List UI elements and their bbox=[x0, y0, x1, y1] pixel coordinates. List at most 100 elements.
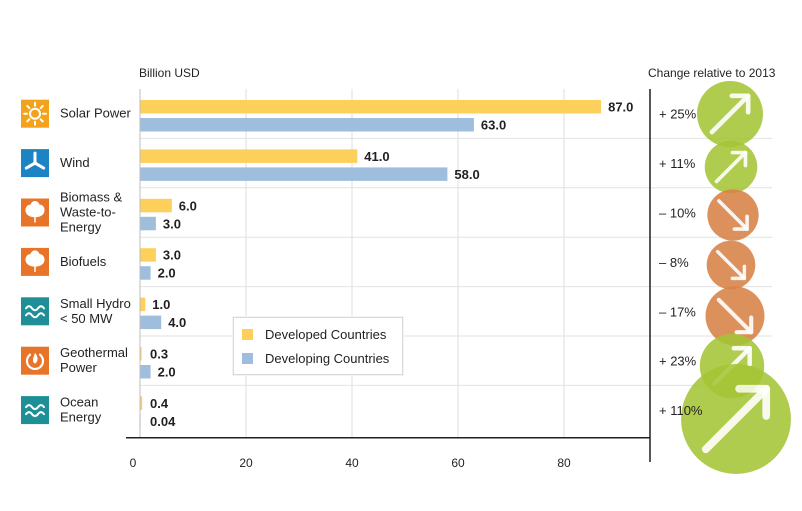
category-label-line: Biomass & bbox=[60, 190, 122, 205]
sun-ray bbox=[26, 118, 31, 123]
arrow-shaft bbox=[715, 249, 747, 281]
bar-value-label: 0.4 bbox=[150, 396, 169, 411]
increase-arrow-icon bbox=[704, 140, 758, 194]
bar-developed bbox=[140, 347, 142, 361]
category-label: Wind bbox=[60, 155, 90, 170]
legend: Developed Countries Developing Countries bbox=[233, 317, 403, 375]
category-label-line: Solar Power bbox=[60, 106, 131, 121]
bar-developed bbox=[140, 149, 358, 163]
change-header: Change relative to 2013 bbox=[648, 66, 776, 80]
geothermal-ring bbox=[25, 353, 45, 370]
bar-value-label: 3.0 bbox=[163, 216, 181, 231]
arrow-shaft bbox=[709, 93, 751, 135]
bar-value-label: 63.0 bbox=[481, 118, 506, 133]
increase-arrow-icon bbox=[697, 81, 763, 147]
bar-developed bbox=[140, 198, 172, 213]
category-label-line: Ocean bbox=[60, 395, 98, 410]
legend-item-developed: Developed Countries bbox=[242, 327, 386, 342]
arrow-shaft bbox=[716, 297, 754, 335]
arrow-head bbox=[735, 384, 771, 420]
category-label-line: Energy bbox=[60, 410, 102, 425]
change-label: + 11% bbox=[659, 156, 696, 171]
category-label: Ocean Energy bbox=[60, 395, 102, 425]
leaf-shape bbox=[25, 201, 45, 223]
waves-icon bbox=[21, 297, 49, 326]
bar-developing bbox=[140, 216, 156, 231]
decrease-arrow-icon bbox=[706, 240, 756, 290]
bar-value-label: 2.0 bbox=[158, 365, 176, 380]
wave-line bbox=[25, 411, 45, 418]
bar-developed bbox=[140, 297, 146, 312]
bar-developed bbox=[140, 396, 143, 410]
bar-developing bbox=[140, 118, 474, 132]
bar-value-label: 2.0 bbox=[158, 266, 176, 281]
change-label: – 17% bbox=[659, 304, 696, 319]
category-label-line: Waste-to- bbox=[60, 205, 116, 220]
bars: 87.0 63.0 41.0 58.0 6.0 3.0 3.0 2.0 1.0 4.0 0.3 2.0… bbox=[140, 100, 633, 429]
change-label: – 8% bbox=[659, 255, 689, 270]
sun-ray bbox=[26, 104, 31, 110]
bar-value-label: 58.0 bbox=[454, 167, 479, 182]
leaf-shape bbox=[25, 250, 45, 272]
x-tick-label: 20 bbox=[239, 456, 253, 470]
bar-value-label: 87.0 bbox=[608, 100, 633, 115]
bar-developing bbox=[140, 365, 151, 379]
category-label: Biomass & Waste-to-Energy bbox=[60, 190, 122, 235]
category-label-line: Small Hydro bbox=[60, 296, 131, 311]
turbine-blade bbox=[33, 161, 46, 170]
legend-label-developing: Developing Countries bbox=[265, 351, 390, 366]
leaf-icon bbox=[21, 198, 49, 227]
turbine-blade bbox=[24, 161, 37, 170]
legend-swatch-developed bbox=[242, 329, 253, 340]
row-separators bbox=[140, 137, 772, 386]
bar-developed bbox=[140, 100, 602, 114]
category-label-line: Wind bbox=[60, 155, 90, 170]
bar-developing bbox=[140, 315, 162, 330]
legend-label-developed: Developed Countries bbox=[265, 327, 387, 342]
category-label: Solar Power bbox=[60, 106, 131, 121]
category-label-line: Geothermal bbox=[60, 345, 128, 360]
decrease-arrow-icon bbox=[707, 189, 759, 241]
arrow-head bbox=[732, 214, 749, 231]
arrow-head bbox=[730, 150, 748, 168]
sun-icon bbox=[21, 99, 49, 128]
category-label: Geothermal Power bbox=[60, 345, 128, 375]
category-label: Small Hydro < 50 MW bbox=[60, 296, 131, 326]
bar-value-label: 1.0 bbox=[152, 297, 170, 312]
category-icons bbox=[21, 99, 49, 425]
change-label: + 23% bbox=[659, 354, 697, 369]
change-label: + 25% bbox=[659, 107, 697, 122]
legend-item-developing: Developing Countries bbox=[242, 351, 389, 366]
wave-line bbox=[25, 305, 45, 312]
wave-line bbox=[25, 312, 45, 319]
arrow-head bbox=[730, 264, 747, 281]
sun-ray bbox=[39, 118, 44, 123]
gridlines bbox=[245, 89, 565, 438]
decrease-arrow-icon bbox=[705, 286, 765, 346]
arrow-head bbox=[729, 93, 751, 115]
bar-developing bbox=[140, 167, 448, 181]
bar-value-label: 41.0 bbox=[364, 149, 389, 164]
bar-developing bbox=[140, 266, 151, 280]
arrow-shaft bbox=[701, 384, 771, 454]
bar-value-label: 0.04 bbox=[150, 414, 176, 429]
bar-value-label: 0.3 bbox=[150, 347, 168, 362]
bar-developed bbox=[140, 248, 156, 262]
leaf-icon bbox=[21, 247, 49, 276]
bar-value-label: 6.0 bbox=[179, 198, 197, 213]
x-tick-label: 60 bbox=[451, 456, 465, 470]
arrow-head bbox=[731, 346, 752, 367]
category-label-line: Power bbox=[60, 360, 98, 375]
arrow-shaft bbox=[714, 150, 748, 184]
category-label-line: Biofuels bbox=[60, 254, 107, 269]
arrow-head bbox=[734, 315, 754, 335]
x-tick-label: 40 bbox=[345, 456, 359, 470]
wave-line bbox=[25, 404, 45, 411]
x-tick-label: 80 bbox=[557, 456, 571, 470]
bar-value-label: 3.0 bbox=[163, 248, 181, 263]
x-tick-label: 0 bbox=[130, 456, 137, 470]
unit-label: Billion USD bbox=[139, 66, 200, 80]
sun-core bbox=[29, 107, 41, 120]
